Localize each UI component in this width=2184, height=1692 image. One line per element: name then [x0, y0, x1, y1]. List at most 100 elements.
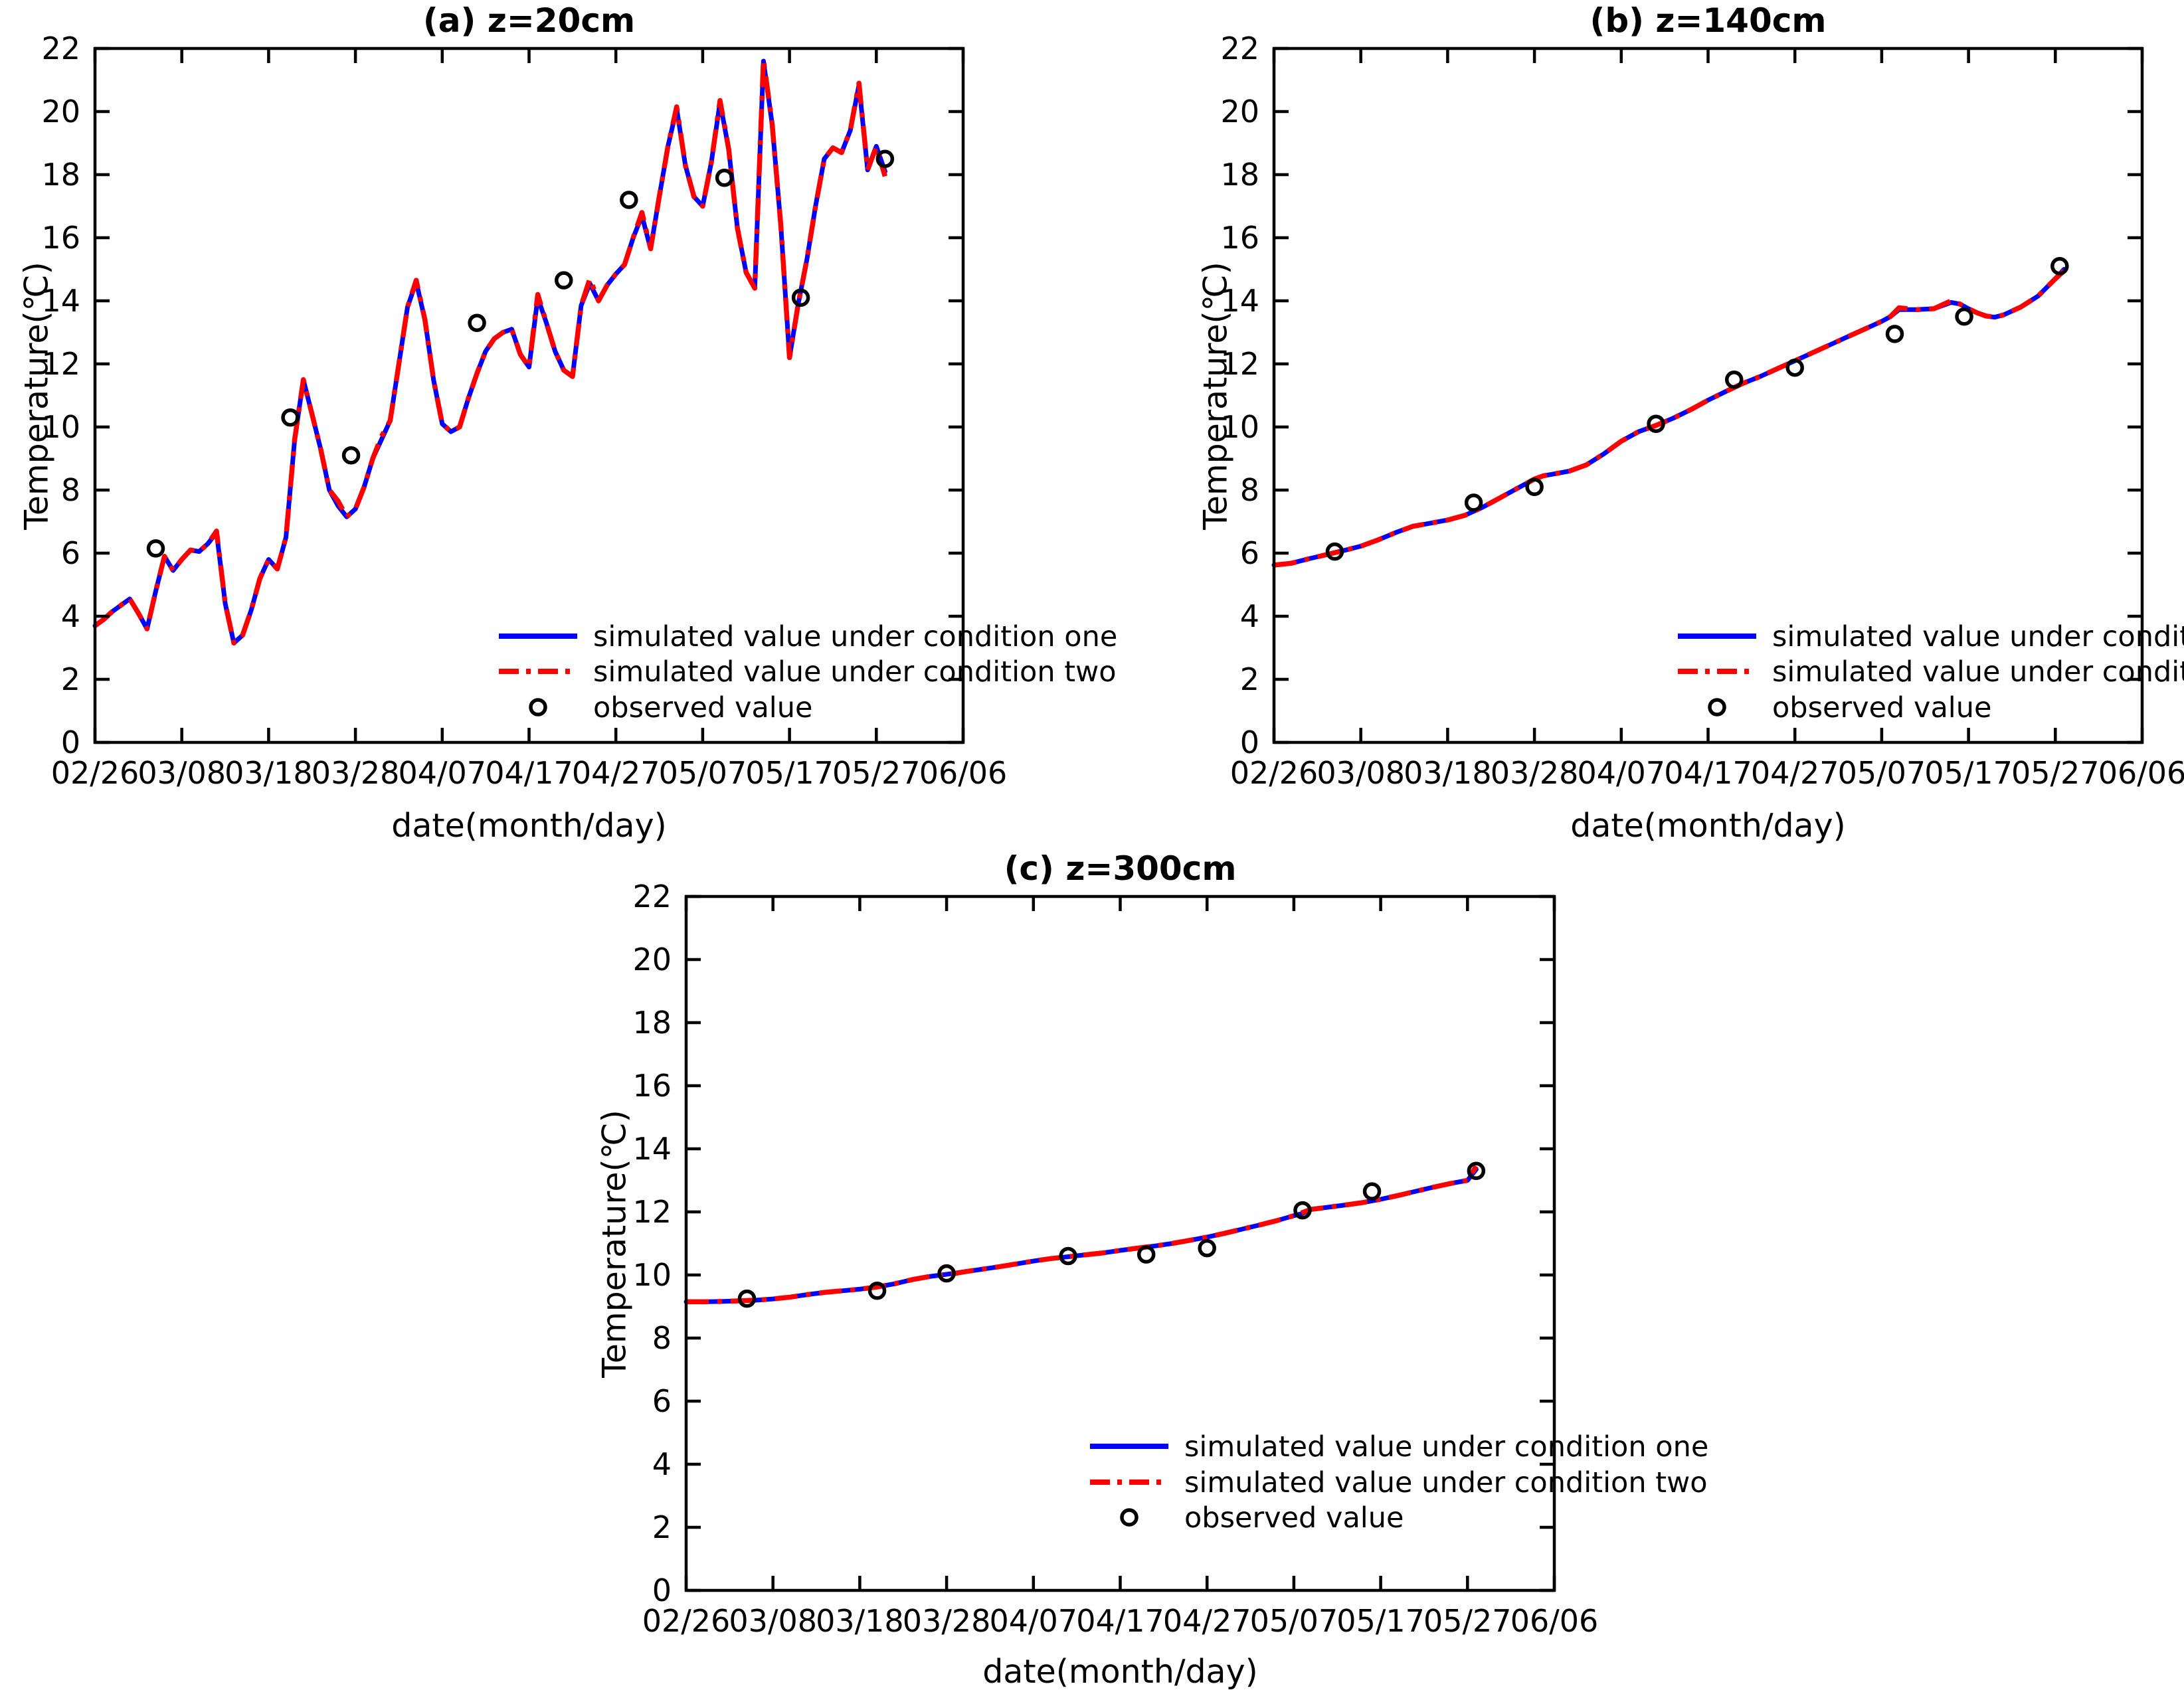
- y-axis-tick-labels: 0 2 4 6 8 10 12 14 16 18 20 22: [41, 31, 80, 760]
- series-condition-two-line: [93, 56, 888, 646]
- y-tick-label: 18: [632, 1005, 672, 1041]
- x-tick-label: 03/08: [729, 1603, 817, 1639]
- observed-value-marker: [1955, 307, 1973, 326]
- x-tick-label: 03/08: [1317, 755, 1405, 791]
- x-tick-label: 06/06: [1510, 1603, 1599, 1639]
- x-tick-label: 05/07: [1250, 1603, 1338, 1639]
- x-tick-label: 02/26: [1230, 755, 1319, 791]
- x-axis-ticks: [684, 896, 1556, 1590]
- observed-value-marker: [620, 191, 638, 209]
- y-tick-label: 20: [632, 942, 672, 977]
- series-condition-one-line: [92, 58, 887, 645]
- series-condition-one-line: [683, 1167, 1479, 1304]
- observed-value-marker: [1362, 1182, 1382, 1201]
- y-tick-label: 2: [61, 661, 80, 697]
- x-axis-ticks: [1272, 48, 2144, 742]
- y-tick-label: 8: [1240, 472, 1259, 508]
- legend: simulated value under condition onesimul…: [1090, 1430, 1708, 1535]
- observed-value-marker: [1525, 477, 1544, 496]
- series-condition-two-line: [686, 1165, 1479, 1305]
- legend-marker-observed: [1120, 1508, 1138, 1527]
- chart-a-y-axis-label: Temperature(℃): [17, 261, 56, 530]
- chart-c-title: (c) z=300cm: [1004, 849, 1237, 888]
- observed-value-marker: [1464, 493, 1483, 512]
- x-axis-tick-labels: 02/2603/0803/1803/2804/0704/1704/2705/07…: [1230, 755, 2184, 791]
- x-tick-label: 04/27: [1163, 1603, 1251, 1639]
- y-axis-ticks: [95, 46, 963, 744]
- observed-value-marker: [1724, 371, 1744, 389]
- chart-b-title: (b) z=140cm: [1590, 1, 1827, 40]
- y-tick-label: 16: [41, 220, 80, 256]
- y-tick-label: 12: [632, 1194, 672, 1230]
- x-tick-label: 04/07: [1578, 755, 1666, 791]
- y-axis-tick-labels: 0 2 4 6 8 10 12 14 16 18 20 22: [1220, 31, 1259, 760]
- observed-value-markers: [146, 149, 895, 558]
- legend-label-condition-two: simulated value under condition two: [1184, 1466, 1708, 1499]
- legend-label-observed: observed value: [593, 691, 812, 724]
- x-tick-label: 04/17: [1076, 1603, 1164, 1639]
- y-tick-label: 22: [1220, 31, 1259, 66]
- y-tick-label: 20: [41, 94, 80, 129]
- x-tick-label: 05/17: [1336, 1603, 1425, 1639]
- series-condition-one-line: [1271, 267, 2066, 568]
- observed-value-marker: [1785, 358, 1804, 377]
- y-tick-label: 6: [1240, 535, 1259, 571]
- y-tick-label: 2: [652, 1509, 672, 1545]
- chart-a-title: (a) z=20cm: [422, 1, 636, 40]
- observed-value-marker: [875, 149, 895, 168]
- x-tick-label: 04/07: [990, 1603, 1078, 1639]
- y-tick-label: 10: [632, 1257, 672, 1293]
- chart-c-y-axis-label: Temperature(℃): [595, 1109, 634, 1378]
- observed-value-marker: [937, 1264, 956, 1283]
- x-tick-label: 03/28: [903, 1603, 991, 1639]
- y-tick-label: 10: [1220, 409, 1259, 445]
- y-axis-ticks: [1274, 46, 2142, 744]
- y-tick-label: 18: [41, 157, 80, 193]
- legend-marker-observed: [1708, 698, 1726, 717]
- observed-value-marker: [1293, 1201, 1312, 1220]
- y-tick-label: 4: [1240, 598, 1259, 634]
- x-tick-label: 05/27: [2011, 755, 2100, 791]
- x-tick-label: 05/17: [1924, 755, 2013, 791]
- y-tick-label: 16: [632, 1068, 672, 1104]
- x-tick-label: 03/28: [312, 755, 400, 791]
- x-axis-tick-labels: 02/2603/0803/1803/2804/0704/1704/2705/07…: [51, 755, 1008, 791]
- observed-value-marker: [867, 1282, 887, 1300]
- observed-value-marker: [468, 313, 486, 332]
- x-tick-label: 05/07: [659, 755, 747, 791]
- legend-label-condition-two: simulated value under condition two: [1772, 655, 2184, 689]
- y-tick-label: 0: [61, 724, 80, 760]
- x-tick-label: 04/17: [485, 755, 573, 791]
- legend: simulated value under condition onesimul…: [1678, 620, 2184, 724]
- x-tick-label: 05/27: [832, 755, 921, 791]
- y-axis-ticks: [686, 894, 1554, 1592]
- y-tick-label: 4: [652, 1446, 672, 1482]
- observed-value-marker: [1059, 1246, 1077, 1266]
- x-axis-tick-labels: 02/2603/0803/1803/2804/0704/1704/2705/07…: [642, 1603, 1599, 1639]
- legend-label-condition-one: simulated value under condition one: [1772, 620, 2184, 653]
- legend-label-condition-one: simulated value under condition one: [1184, 1430, 1708, 1464]
- x-tick-label: 05/17: [745, 755, 834, 791]
- chart-b-y-axis-label: Temperature(℃): [1196, 261, 1235, 530]
- legend-label-condition-one: simulated value under condition one: [593, 620, 1117, 653]
- y-tick-label: 6: [652, 1383, 672, 1419]
- observed-value-marker: [281, 408, 300, 427]
- legend-label-condition-two: simulated value under condition two: [593, 655, 1117, 689]
- x-tick-label: 02/26: [642, 1603, 731, 1639]
- legend-label-observed: observed value: [1184, 1501, 1404, 1535]
- x-axis-ticks: [93, 48, 965, 742]
- y-tick-label: 18: [1220, 157, 1259, 193]
- y-axis-tick-labels: 0 2 4 6 8 10 12 14 16 18 20 22: [632, 879, 672, 1608]
- x-tick-label: 03/08: [137, 755, 226, 791]
- y-tick-label: 22: [41, 31, 80, 66]
- y-tick-label: 12: [1220, 346, 1259, 382]
- y-tick-label: 2: [1240, 661, 1259, 697]
- observed-value-marker: [737, 1289, 757, 1308]
- y-tick-label: 0: [652, 1572, 672, 1608]
- legend: simulated value under condition onesimul…: [499, 620, 1117, 724]
- x-tick-label: 05/27: [1423, 1603, 1512, 1639]
- x-tick-label: 06/06: [2098, 755, 2184, 791]
- observed-value-marker: [791, 288, 810, 307]
- x-tick-label: 03/18: [225, 755, 313, 791]
